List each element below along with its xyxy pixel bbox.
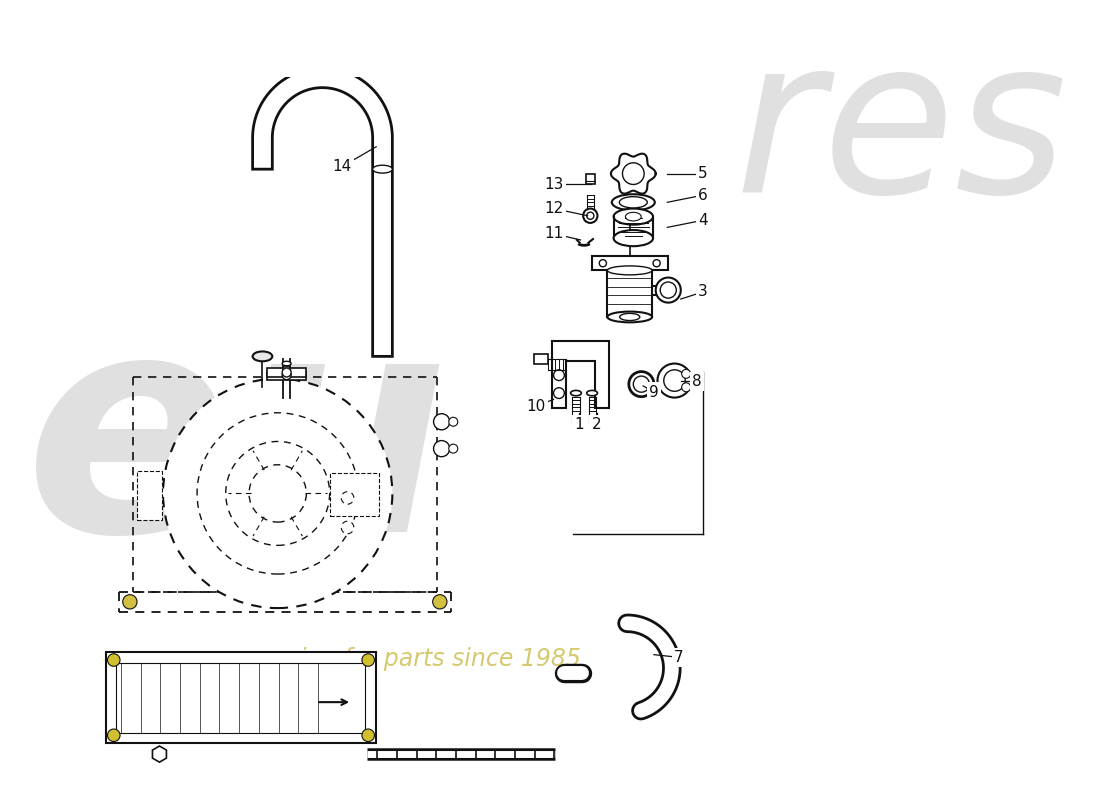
Ellipse shape [373,166,393,173]
Bar [267,368,307,377]
Bar [117,662,365,733]
Circle shape [163,378,393,608]
Text: a passion for parts since 1985: a passion for parts since 1985 [224,647,581,671]
Bar [106,652,376,743]
Circle shape [433,414,450,430]
Circle shape [249,465,307,522]
Circle shape [197,413,359,574]
Text: 5: 5 [698,166,708,181]
Ellipse shape [586,390,597,396]
Circle shape [653,260,660,266]
Ellipse shape [619,197,647,208]
Circle shape [432,594,447,609]
Text: 4: 4 [698,213,708,228]
Circle shape [629,372,653,397]
Bar [534,354,548,365]
Bar [592,256,668,270]
Ellipse shape [283,366,290,371]
Text: 11: 11 [544,226,563,241]
Text: 13: 13 [543,177,563,192]
Ellipse shape [614,230,653,246]
Text: 9: 9 [649,385,659,400]
Bar [586,174,595,184]
Circle shape [283,368,292,377]
Circle shape [682,382,691,392]
Circle shape [682,370,691,378]
Polygon shape [610,154,656,194]
Circle shape [362,729,374,742]
Ellipse shape [607,266,652,275]
Text: 7: 7 [674,650,684,665]
Circle shape [553,388,564,398]
Ellipse shape [571,390,582,396]
Circle shape [226,442,330,546]
Circle shape [600,260,606,266]
Circle shape [586,212,594,219]
Text: 3: 3 [698,284,708,299]
Circle shape [663,370,685,391]
Bar [330,473,378,516]
Circle shape [449,418,458,426]
Ellipse shape [619,314,640,321]
Text: 6: 6 [698,188,708,202]
Circle shape [341,492,354,504]
Circle shape [341,521,354,534]
Text: 10: 10 [526,399,546,414]
Ellipse shape [607,311,652,322]
Text: 1: 1 [574,417,583,432]
Circle shape [583,209,597,223]
Bar [138,471,162,520]
Circle shape [283,370,292,380]
Circle shape [658,363,692,398]
Circle shape [362,654,374,666]
Bar [267,373,307,380]
Circle shape [656,278,681,302]
Text: 14: 14 [332,159,352,174]
Ellipse shape [253,351,273,362]
Circle shape [623,162,645,185]
Circle shape [449,444,458,453]
Polygon shape [552,341,609,408]
Circle shape [108,654,120,666]
Text: 8: 8 [692,374,702,389]
Circle shape [660,282,676,298]
Polygon shape [153,746,166,762]
Circle shape [108,729,120,742]
Ellipse shape [612,194,654,210]
Circle shape [553,370,564,381]
Circle shape [123,594,138,609]
Text: eu: eu [25,299,450,597]
Text: 12: 12 [544,201,563,216]
Ellipse shape [283,362,292,366]
Circle shape [433,441,450,457]
Polygon shape [253,68,393,356]
Text: 2: 2 [592,417,602,432]
Ellipse shape [626,212,641,221]
Text: res: res [735,29,1067,238]
Circle shape [634,376,649,392]
Ellipse shape [614,209,653,225]
